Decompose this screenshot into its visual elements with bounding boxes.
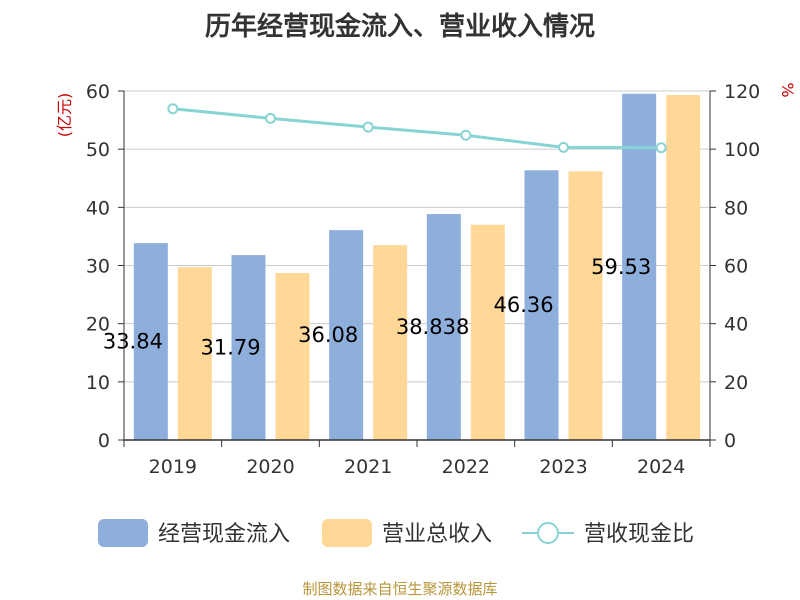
bar-cash-inflow [133, 243, 168, 440]
ratio-line-point [655, 142, 667, 154]
bar-revenue [177, 267, 212, 440]
bar-cash-inflow [426, 214, 461, 440]
bar-revenue [470, 224, 505, 440]
bar-revenue [373, 245, 408, 440]
ratio-line-path [172, 107, 662, 150]
bar-cash-inflow [329, 230, 364, 440]
right-tick-label: 80 [724, 197, 748, 219]
ratio-line-point [362, 121, 374, 133]
data-labels: 33.84 31.79 36.08 38.838 46.36 59.53 [103, 255, 651, 360]
left-axis-unit: (亿元) [55, 93, 74, 138]
right-tick-label: 100 [724, 139, 760, 161]
data-label-cash-inflow: 31.79 [201, 336, 261, 360]
ratio-line [167, 103, 667, 154]
data-label-cash-inflow: 33.84 [103, 330, 163, 354]
left-tick-label: 10 [86, 372, 110, 394]
bar-cash-inflow [231, 255, 266, 440]
ratio-line-point [460, 129, 472, 141]
bar-cash-inflow [622, 93, 657, 441]
legend: 经营现金流入 营业总收入 营收现金比 [98, 519, 694, 547]
ratio-line-point [265, 112, 276, 124]
right-tick-label: 0 [724, 430, 736, 452]
legend-swatch-cash-inflow [98, 519, 148, 547]
ratio-line-point [167, 103, 179, 115]
bars [133, 93, 701, 441]
bar-cash-inflow [524, 170, 559, 440]
legend-swatch-revenue [322, 519, 372, 547]
chart-title: 历年经营现金流入、营业收入情况 [204, 12, 595, 42]
legend-label-revenue: 营业总收入 [382, 522, 492, 547]
ratio-line-point [558, 141, 569, 153]
x-tick-label: 2023 [539, 456, 587, 478]
data-label-cash-inflow: 46.36 [494, 293, 554, 317]
right-tick-label: 40 [724, 314, 748, 336]
right-axis-unit: % [778, 82, 797, 97]
data-label-cash-inflow: 59.53 [591, 255, 651, 279]
right-tick-label: 20 [724, 372, 748, 394]
left-tick-label: 60 [86, 81, 110, 103]
legend-label-ratio: 营收现金比 [584, 522, 694, 547]
x-tick-label: 2019 [149, 456, 197, 478]
legend-marker-ratio [537, 522, 559, 544]
data-label-cash-inflow: 36.08 [298, 323, 358, 347]
data-label-cash-inflow: 38.838 [396, 315, 469, 339]
right-tick-label: 60 [724, 256, 748, 278]
left-tick-label: 0 [98, 430, 110, 452]
x-tick-label: 2022 [442, 456, 490, 478]
bar-revenue [666, 95, 701, 441]
bar-revenue [568, 171, 603, 440]
bar-revenue [275, 273, 310, 440]
left-tick-label: 50 [86, 139, 110, 161]
left-tick-label: 40 [86, 197, 110, 219]
left-tick-label: 30 [86, 256, 110, 278]
legend-label-cash-inflow: 经营现金流入 [158, 522, 290, 547]
axes: 0 10 20 30 40 50 60 0 20 40 60 80 100 120 (亿元)% 2019 202… [55, 81, 797, 478]
x-tick-label: 2021 [344, 456, 392, 478]
x-tick-label: 2020 [246, 456, 294, 478]
source-note: 制图数据来自恒生聚源数据库 [302, 580, 498, 598]
right-tick-label: 120 [724, 81, 760, 103]
left-tick-label: 20 [86, 314, 110, 336]
x-tick-label: 2024 [637, 456, 685, 478]
